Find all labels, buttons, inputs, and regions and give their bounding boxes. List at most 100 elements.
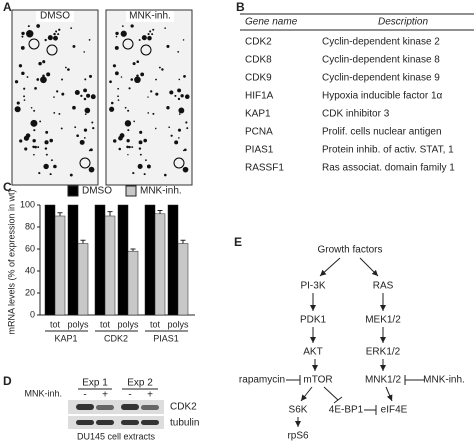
legend-swatch [125, 185, 137, 197]
bar [104, 215, 116, 316]
x-tick-label: polys [67, 319, 89, 329]
blot-dot [58, 28, 61, 31]
blot-dot [185, 121, 188, 124]
blot-dot [37, 146, 40, 149]
blot-dot [44, 140, 49, 145]
blot-dot [42, 74, 45, 78]
blot-dot [115, 35, 118, 38]
blot-dot [136, 74, 139, 77]
group-label: KAP1 [54, 333, 77, 343]
node: eIF4E [381, 405, 408, 416]
blot-dot [72, 44, 76, 48]
x-tick-label: tot [100, 319, 111, 329]
pathway: Growth factors PI-3K RAS PDK1 MEK1/2 AKT… [239, 245, 465, 441]
blot-dot [149, 30, 152, 33]
panel-label: A [3, 0, 12, 14]
node: MNK-inh. [423, 375, 465, 386]
blot-dot [55, 30, 58, 33]
y-tick-label: 100 [20, 199, 35, 209]
blot-dot [46, 72, 51, 77]
blot-dot [132, 62, 136, 66]
blot-dot [84, 113, 87, 115]
blot-dot [42, 60, 46, 64]
blot-dot [128, 145, 131, 149]
blot-dot [146, 164, 151, 169]
blot-dot [152, 112, 155, 115]
blot-dot [16, 101, 20, 105]
blot-dot [21, 31, 25, 36]
blot-dot [186, 127, 189, 130]
blot-dot [23, 135, 30, 141]
blot-dot [79, 139, 85, 145]
blot-dot [32, 139, 36, 143]
bar [177, 243, 189, 316]
blot-dot [53, 164, 57, 169]
blot-dot [30, 119, 38, 127]
node: MNK1/2 [365, 375, 402, 386]
blot-dot [50, 159, 53, 162]
blot-dot [84, 107, 91, 114]
blot-dot [126, 145, 129, 149]
description: Protein inhib. of activ. STAT, 1 [322, 145, 454, 156]
blot-dot [18, 64, 23, 68]
gene-name: KAP1 [245, 109, 271, 120]
blot-dot [127, 129, 130, 132]
blot-dot [168, 126, 171, 129]
bar-chart: 0 20 40 60 80 100 DMSO MNK-inh. tot polys tot polys… [20, 185, 195, 343]
blot-dot [183, 74, 186, 78]
blot-dot [147, 96, 149, 98]
blot-dot [177, 51, 180, 53]
y-tick-label: 40 [25, 265, 35, 275]
bar [144, 204, 156, 316]
panel-label: B [236, 0, 245, 14]
table-header: Description [378, 17, 428, 28]
blot-dot [45, 130, 49, 134]
blot-dot [19, 139, 23, 143]
blot-dot [121, 25, 124, 28]
blot-dot [83, 137, 86, 139]
blot-dot [61, 92, 65, 96]
bar [54, 215, 66, 316]
node: PDK1 [300, 315, 327, 326]
blot-dot [76, 134, 79, 138]
blot-dot [127, 154, 129, 156]
blot-dot [150, 90, 153, 93]
bar [127, 250, 139, 316]
blot-dot [23, 87, 26, 90]
group-label: CDK2 [104, 333, 128, 343]
sign: + [102, 390, 108, 401]
blot-dot [169, 90, 174, 95]
gene-name: PCNA [245, 127, 273, 138]
bar [154, 213, 166, 316]
blot-dot [33, 129, 36, 132]
blot-dot [24, 147, 28, 151]
blot-dot [128, 87, 131, 90]
blot-dot [182, 166, 189, 173]
blot-dot [164, 27, 166, 29]
blot-dot [83, 88, 88, 93]
bar [67, 204, 79, 316]
legend-label: DMSO [82, 186, 112, 197]
blot-dot [43, 163, 49, 170]
blot-dot [34, 86, 37, 90]
blot-dot [53, 32, 56, 36]
blot-dot [130, 24, 134, 28]
blot-dot [131, 146, 134, 149]
description: Cyclin-dependent kinase 2 [322, 37, 440, 48]
blot-dot [180, 94, 184, 98]
gene-name: RASSF1 [245, 163, 284, 174]
blot-dot [26, 30, 34, 38]
band-label: tubulin [170, 418, 199, 429]
blot-dot [14, 106, 21, 113]
blot-dot [69, 173, 73, 177]
blot-dot [38, 172, 41, 175]
panel-label: C [3, 180, 12, 194]
blot-dot [23, 99, 26, 101]
blot-dot [124, 106, 127, 109]
blot-dot [139, 153, 142, 156]
blot-dot [118, 135, 123, 141]
sign: - [83, 390, 86, 401]
blot-dot [49, 138, 54, 143]
blot-dot [112, 64, 117, 68]
blot-dot [177, 128, 182, 132]
